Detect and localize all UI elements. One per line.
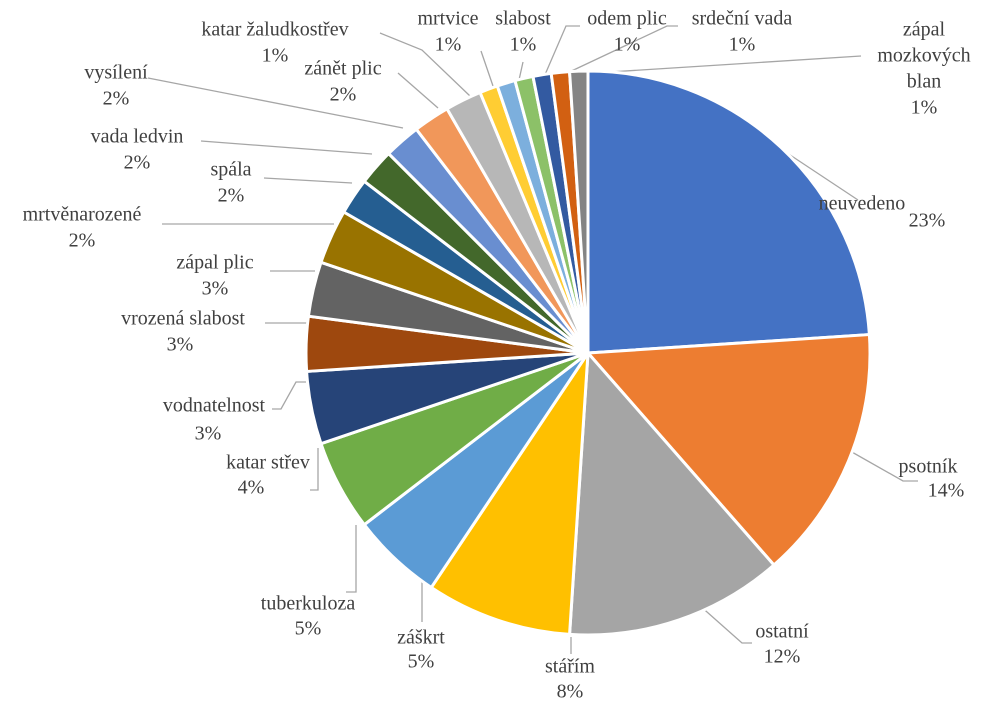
value-label-zapal-plic: 3%: [202, 278, 229, 300]
category-label-srdecni-vada: srdeční vada: [692, 8, 793, 30]
value-label-zapal-mozkovych-blan: 1%: [911, 97, 938, 119]
category-label-katar-zaludkostrev: katar žaludkostřev: [201, 19, 348, 41]
value-label-zanet-plic: 2%: [330, 84, 357, 106]
value-label-odem-plic: 1%: [614, 34, 641, 56]
category-label-vrozena-slabost: vrozená slabost: [121, 308, 245, 330]
value-label-tuberkuloza: 5%: [295, 618, 322, 640]
slice-psotnik: [586, 333, 872, 567]
category-label-vysileni: vysílení: [84, 62, 148, 84]
category-label-odem-plic: odem plic: [587, 8, 667, 30]
value-label-vodnatelnost: 3%: [195, 423, 222, 445]
category-label-tuberkuloza: tuberkuloza: [261, 593, 356, 615]
value-label-katar-strev: 4%: [238, 477, 265, 499]
leader-line-vysileni: [147, 77, 404, 129]
category-label-neuvedeno: neuvedeno: [819, 193, 906, 215]
leader-line-zanet-plic: [397, 72, 439, 109]
value-label-spala: 2%: [218, 185, 245, 207]
value-label-neuvedeno: 23%: [909, 210, 946, 232]
category-label-zaskrt: záškrt: [397, 627, 445, 649]
leader-line-slabost: [518, 61, 524, 81]
leader-line-mrtvice: [480, 50, 494, 87]
value-label-ostatni: 12%: [764, 646, 801, 668]
value-label-psotnik: 14%: [928, 480, 965, 502]
pie-slices: [304, 69, 872, 637]
value-label-srdecni-vada: 1%: [729, 34, 756, 56]
category-label-mrtvice: mrtvice: [417, 8, 478, 30]
category-label-mrtvenarozene: mrtvěnarozené: [23, 204, 142, 226]
value-label-slabost: 1%: [510, 34, 537, 56]
value-label-mrtvenarozene: 2%: [69, 230, 96, 252]
value-label-starim: 8%: [557, 681, 584, 703]
value-label-vrozena-slabost: 3%: [167, 334, 194, 356]
leader-line-ostatni: [697, 603, 752, 644]
value-label-vada-ledvin: 2%: [124, 152, 151, 174]
leader-line-srdecni-vada: [562, 25, 678, 76]
value-label-katar-zaludkostrev: 1%: [262, 45, 289, 67]
leader-line-spala: [263, 177, 353, 184]
category-label-spala: spála: [210, 159, 251, 181]
category-label-vada-ledvin: vada ledvin: [91, 126, 184, 148]
category-label-vodnatelnost: vodnatelnost: [163, 395, 266, 417]
category-label-zanet-plic: zánět plic: [304, 58, 381, 80]
category-label-zapal-plic: zápal plic: [176, 252, 253, 274]
leader-line-vada-ledvin: [200, 140, 373, 155]
value-label-vysileni: 2%: [103, 88, 130, 110]
category-label-katar-strev: katar střev: [226, 452, 310, 474]
value-label-zaskrt: 5%: [408, 651, 435, 673]
slice-neuvedeno: [586, 69, 871, 355]
leader-line-zapal-mozkovych-blan: [577, 55, 862, 75]
leader-line-katar-zaludkostrev: [379, 32, 471, 97]
category-label-starim: stářím: [545, 656, 595, 678]
slice-ostatni: [568, 351, 776, 637]
category-label-zapal-mozkovych-blan: zápal: [903, 19, 946, 41]
leader-line-tuberkuloza: [346, 525, 357, 593]
category-label-ostatni: ostatní: [755, 621, 809, 643]
category-label-slabost: slabost: [495, 8, 551, 30]
leader-line-odem-plic: [543, 25, 580, 78]
category-label-zapal-mozkovych-blan: mozkových: [877, 45, 970, 67]
leader-line-vodnatelnost: [272, 381, 306, 410]
category-label-psotnik: psotník: [899, 456, 958, 478]
slice-starim: [429, 351, 590, 636]
value-label-mrtvice: 1%: [435, 34, 462, 56]
leader-line-psotnik: [835, 442, 918, 482]
category-label-zapal-mozkovych-blan: blan: [907, 71, 941, 93]
leader-line-katar-strev: [310, 448, 319, 491]
slice-zapal-mozkovych-blan: [568, 69, 590, 355]
leader-lines: [147, 25, 918, 654]
